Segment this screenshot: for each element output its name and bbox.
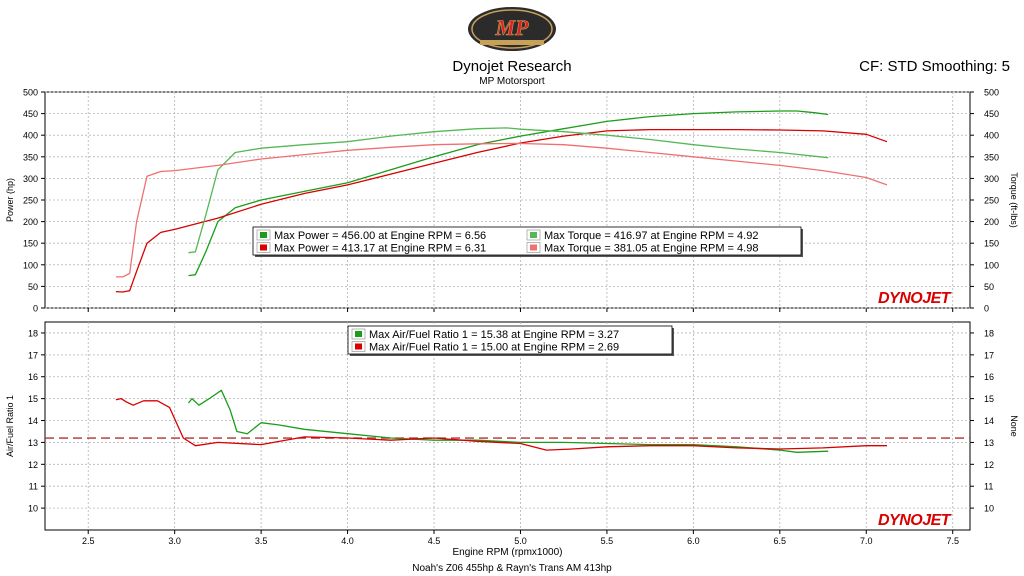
y-tick-label-right: 0	[984, 304, 989, 314]
y-tick-label-right: 450	[984, 109, 999, 119]
x-axis-label: Engine RPM (rpmx1000)	[452, 547, 562, 558]
x-tick-label: 7.0	[860, 536, 873, 546]
y-tick-label-left: 16	[28, 372, 38, 382]
y-tick-label-right: 14	[984, 416, 994, 426]
mp-performance-logo: MP	[466, 4, 558, 54]
plot-area	[44, 91, 971, 309]
legend-entry: Max Torque = 381.05 at Engine RPM = 4.98	[544, 243, 758, 255]
y-tick-label-left: 100	[23, 260, 38, 270]
y-tick-label-left: 10	[28, 504, 38, 514]
panel-power-torque: 0 0 50 50 100 100 150 150 200 200 250 250 300 300 350 3…	[5, 88, 1019, 314]
y-tick-label-right: 400	[984, 131, 999, 141]
x-tick-label: 5.0	[514, 536, 527, 546]
y-tick-label-right: 15	[984, 394, 994, 404]
legend-entry: Max Torque = 416.97 at Engine RPM = 4.92	[544, 230, 758, 242]
chart-title: Dynojet Research	[452, 58, 572, 75]
series-line-1	[188, 110, 829, 277]
y-axis-label-right: None	[1009, 415, 1019, 437]
series-line-2	[115, 128, 888, 293]
y-tick-label-left: 14	[28, 416, 38, 426]
legend-entry: Max Power = 456.00 at Engine RPM = 6.56	[274, 230, 486, 242]
legend-swatch	[530, 244, 537, 251]
y-tick-label-left: 450	[23, 109, 38, 119]
y-tick-label-right: 300	[984, 174, 999, 184]
y-tick-label-right: 18	[984, 328, 994, 338]
panel-air-fuel: 10 10 11 11 12 12 13 13 14 14 15 15 16 16 17 17 18 18 Air/…	[5, 321, 1019, 558]
legend-swatch	[260, 232, 267, 238]
y-tick-label-right: 100	[984, 260, 999, 270]
y-tick-label-left: 400	[23, 131, 38, 141]
y-tick-label-right: 200	[984, 217, 999, 227]
legend-swatch	[355, 331, 362, 337]
legend: Max Air/Fuel Ratio 1 = 15.38 at Engine R…	[347, 325, 674, 356]
y-tick-label-left: 0	[33, 304, 38, 314]
y-tick-label-left: 350	[23, 152, 38, 162]
x-tick-label: 4.0	[341, 536, 354, 546]
x-tick-label: 2.5	[82, 536, 95, 546]
logo-text: MP	[495, 15, 530, 40]
y-tick-label-left: 17	[28, 350, 38, 360]
y-axis-label-right: Torque (ft-lbs)	[1009, 172, 1019, 228]
x-tick-label: 6.5	[774, 536, 787, 546]
y-tick-label-left: 50	[28, 282, 38, 292]
y-tick-label-right: 10	[984, 504, 994, 514]
legend: Max Power = 456.00 at Engine RPM = 6.56M…	[252, 226, 803, 257]
legend-entry: Max Air/Fuel Ratio 1 = 15.38 at Engine R…	[369, 329, 619, 341]
x-tick-label: 7.5	[946, 536, 959, 546]
legend-swatch	[530, 232, 537, 238]
legend-entry: Max Air/Fuel Ratio 1 = 15.00 at Engine R…	[369, 342, 619, 354]
dynojet-watermark: DYNOJET	[878, 512, 952, 529]
y-tick-label-right: 50	[984, 282, 994, 292]
y-tick-label-right: 350	[984, 152, 999, 162]
y-axis-label: Power (hp)	[5, 178, 15, 222]
y-tick-label-left: 250	[23, 196, 38, 206]
x-tick-label: 5.5	[601, 536, 614, 546]
y-tick-label-right: 250	[984, 196, 999, 206]
x-tick-label: 3.5	[255, 536, 268, 546]
y-tick-label-left: 18	[28, 328, 38, 338]
y-tick-label-left: 500	[23, 88, 38, 98]
correction-settings: CF: STD Smoothing: 5	[859, 58, 1010, 75]
dynojet-watermark: DYNOJET	[878, 290, 952, 307]
y-tick-label-right: 11	[984, 482, 993, 492]
x-tick-label: 4.5	[428, 536, 441, 546]
legend-entry: Max Power = 413.17 at Engine RPM = 6.31	[274, 243, 486, 255]
run-description: Noah's Z06 455hp & Rayn's Trans AM 413hp	[412, 563, 612, 574]
y-tick-label-right: 500	[984, 88, 999, 98]
x-tick-label: 6.0	[687, 536, 700, 546]
chart-subtitle: MP Motorsport	[479, 76, 545, 87]
y-tick-label-right: 150	[984, 239, 999, 249]
y-tick-label-left: 15	[28, 394, 38, 404]
legend-swatch	[260, 244, 267, 251]
y-tick-label-right: 16	[984, 372, 994, 382]
plot-area	[44, 321, 971, 531]
y-tick-label-right: 12	[984, 460, 994, 470]
legend-box	[347, 325, 673, 355]
series-line-1	[187, 389, 829, 453]
series-line-4	[115, 142, 888, 278]
series-line-2	[115, 397, 887, 451]
y-tick-label-left: 300	[23, 174, 38, 184]
y-tick-label-left: 13	[28, 438, 38, 448]
y-tick-label-left: 150	[23, 239, 38, 249]
series-line-3	[188, 127, 829, 254]
y-tick-label-left: 12	[28, 460, 38, 470]
y-tick-label-right: 17	[984, 350, 994, 360]
y-tick-label-right: 13	[984, 438, 994, 448]
y-axis-label: Air/Fuel Ratio 1	[5, 395, 15, 457]
legend-swatch	[355, 343, 362, 350]
y-tick-label-left: 200	[23, 217, 38, 227]
y-tick-label-left: 11	[29, 482, 38, 492]
x-tick-label: 3.0	[168, 536, 181, 546]
